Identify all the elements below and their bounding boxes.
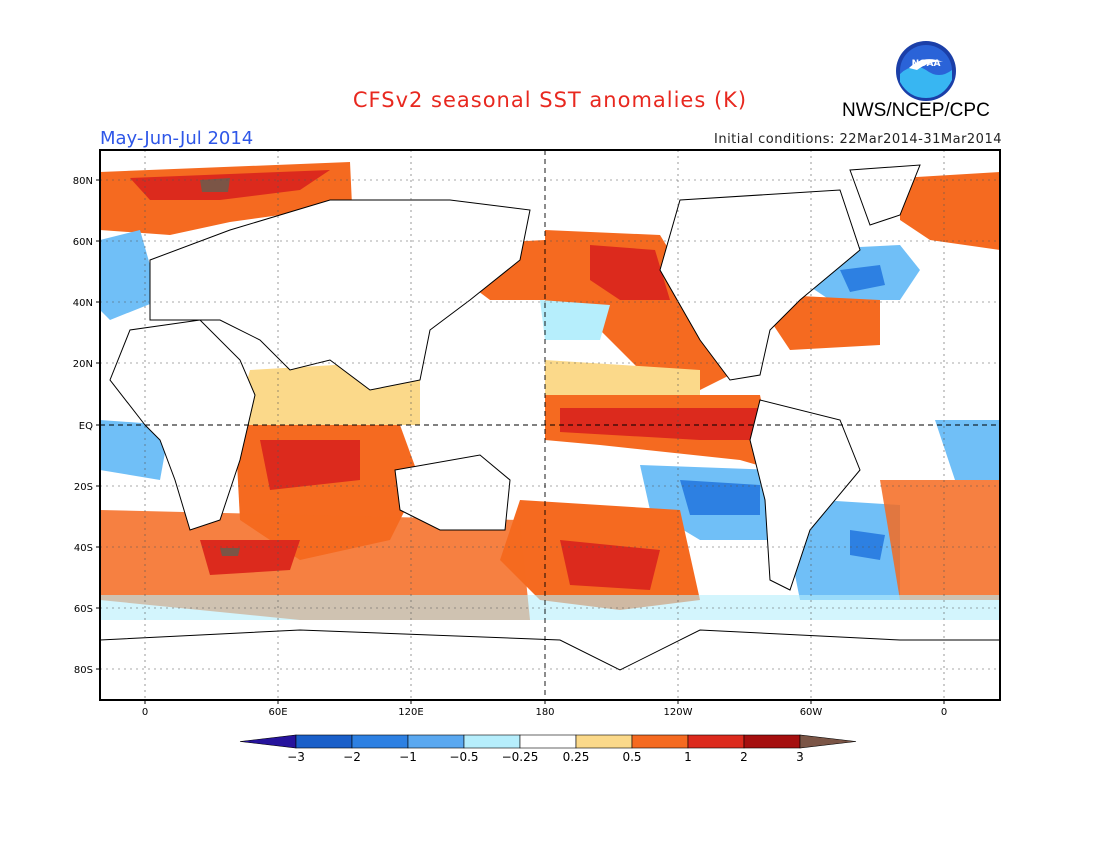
lat-label: 20S — [74, 482, 93, 493]
lon-label: 0 — [941, 707, 947, 718]
anomaly-benguela-cool — [935, 420, 1000, 480]
anomaly-south-pacific-core — [560, 540, 660, 590]
noaa-logo: NOAA — [896, 41, 956, 101]
lon-label: 120W — [664, 707, 693, 718]
anomaly-arctic-extreme — [200, 178, 230, 192]
organization-label: NWS/NCEP/CPC — [842, 100, 990, 121]
anomaly-southern-indian-core — [200, 540, 300, 575]
land-eurasia — [149, 199, 531, 391]
lat-label: 80S — [74, 665, 93, 676]
anomaly-central-north-pacific-cool — [540, 300, 610, 340]
lat-label: 60S — [74, 604, 93, 615]
lat-label: 20N — [73, 359, 93, 370]
anomaly-greenland-sea-warm — [900, 172, 1000, 250]
logo-wave — [900, 66, 952, 98]
lon-label: 0 — [142, 707, 148, 718]
anomaly-tropical-pacific-light-warm — [545, 360, 700, 395]
anomaly-indian-ocean-core — [260, 440, 360, 490]
lon-label: 180 — [535, 707, 554, 718]
season-label: May-Jun-Jul 2014 — [100, 128, 254, 149]
lat-label: 60N — [73, 237, 93, 248]
logo-text: NOAA — [912, 59, 941, 69]
longitude-labels: 0 60E 120E 180 120W 60W 0 — [142, 700, 947, 718]
anomaly-south-atlantic-cool-core — [850, 530, 885, 560]
land-south-america — [749, 399, 861, 591]
lat-label: 80N — [73, 176, 93, 187]
land-greenland — [849, 164, 921, 226]
initial-conditions-label: Initial conditions: 22Mar2014-31Mar2014 — [714, 132, 1002, 147]
chart-title: CFSv2 seasonal SST anomalies (K) — [352, 88, 748, 112]
logo-bird — [909, 59, 943, 70]
land-australia — [394, 454, 511, 531]
land-antarctica — [100, 629, 1000, 700]
lat-label: 40S — [74, 543, 93, 554]
anomaly-southeast-pacific-cool-core — [680, 480, 760, 515]
anomaly-south-atlantic-warm — [880, 480, 1000, 600]
anomaly-north-atlantic-cool-core — [840, 265, 885, 292]
anomaly-southern-indian-extreme — [220, 548, 240, 556]
anomaly-equatorial-pacific-core — [560, 408, 765, 440]
anomaly-arctic-core — [130, 170, 330, 200]
anomaly-benguela-cool-west — [100, 420, 170, 480]
latitude-labels: 80N 60N 40N 20N EQ 20S 40S 60S 80S — [73, 176, 100, 676]
anomaly-south-atlantic-cool — [790, 500, 900, 600]
anomaly-gulf-stream-warm — [770, 295, 880, 350]
lon-label: 60E — [268, 707, 287, 718]
lon-label: 60W — [800, 707, 823, 718]
graticule — [100, 150, 1000, 700]
anomaly-gulf-alaska-warm — [590, 245, 670, 300]
anomaly-southern-ocean-warm — [100, 510, 530, 620]
land-north-america — [659, 189, 861, 381]
lat-label: EQ — [79, 421, 93, 432]
lon-label: 120E — [398, 707, 423, 718]
coastlines — [100, 164, 1000, 700]
lat-label: 40N — [73, 298, 93, 309]
anomaly-antarctic-margin-cool — [100, 595, 1000, 620]
